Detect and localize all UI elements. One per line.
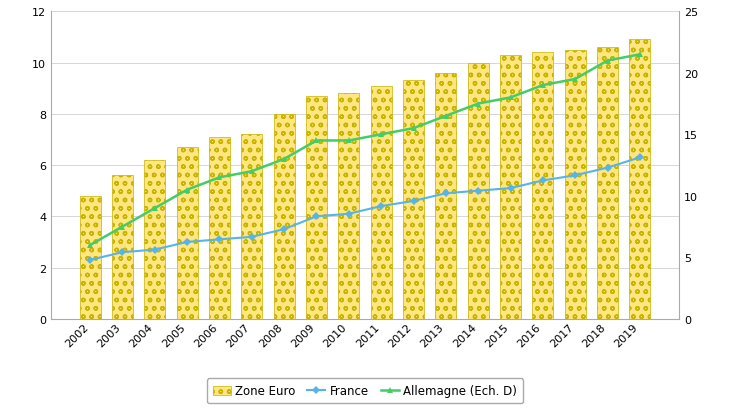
Bar: [371, 86, 392, 319]
Bar: [403, 81, 424, 319]
Bar: [242, 135, 262, 319]
Bar: [209, 137, 230, 319]
Bar: [80, 196, 101, 319]
Bar: [435, 74, 456, 319]
Bar: [274, 115, 295, 319]
Bar: [306, 97, 327, 319]
Bar: [532, 53, 553, 319]
Bar: [565, 51, 585, 319]
Bar: [338, 94, 359, 319]
Bar: [500, 56, 521, 319]
Legend: Zone Euro, France, Allemagne (Ech. D): Zone Euro, France, Allemagne (Ech. D): [207, 378, 523, 403]
Bar: [177, 148, 198, 319]
Bar: [597, 48, 618, 319]
Bar: [629, 40, 650, 319]
Bar: [468, 63, 488, 319]
Bar: [112, 176, 133, 319]
Bar: [145, 161, 165, 319]
